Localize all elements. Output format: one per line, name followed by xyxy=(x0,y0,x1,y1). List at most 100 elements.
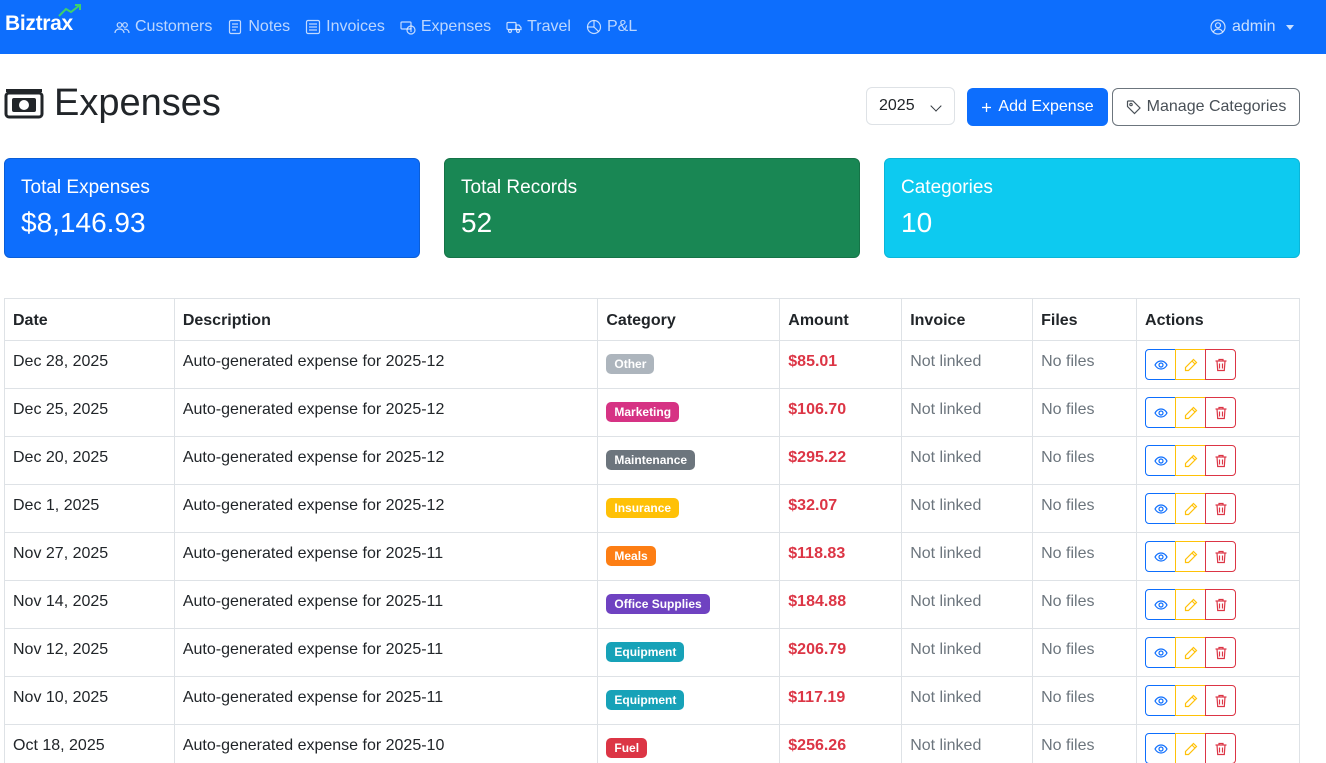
view-button[interactable] xyxy=(1145,349,1177,380)
edit-button[interactable] xyxy=(1175,733,1207,763)
cell-invoice: Not linked xyxy=(901,436,1034,485)
table-row: Nov 14, 2025 Auto-generated expense for … xyxy=(4,580,1300,629)
nav-pl[interactable]: P&L xyxy=(586,18,637,36)
total-expenses-label: Total Expenses xyxy=(21,177,150,198)
add-expense-button[interactable]: Add Expense xyxy=(967,88,1108,126)
edit-button[interactable] xyxy=(1175,685,1207,716)
cell-date: Nov 10, 2025 xyxy=(4,676,175,725)
delete-button[interactable] xyxy=(1205,493,1237,524)
nav-invoices[interactable]: Invoices xyxy=(305,18,385,36)
manage-categories-button[interactable]: Manage Categories xyxy=(1112,88,1300,126)
cell-invoice: Not linked xyxy=(901,628,1034,677)
eye-icon xyxy=(1153,503,1168,514)
cell-files: No files xyxy=(1032,580,1138,629)
nav-travel[interactable]: Travel xyxy=(506,18,571,36)
column-header-files[interactable]: Files xyxy=(1032,298,1138,341)
delete-button[interactable] xyxy=(1205,733,1237,763)
edit-button[interactable] xyxy=(1175,349,1207,380)
notes-icon xyxy=(229,19,242,35)
view-button[interactable] xyxy=(1145,397,1177,428)
edit-button[interactable] xyxy=(1175,541,1207,572)
edit-button[interactable] xyxy=(1175,445,1207,476)
nav-expenses[interactable]: Expenses xyxy=(400,18,491,36)
column-header-amount[interactable]: Amount xyxy=(779,298,903,341)
cell-actions xyxy=(1136,532,1300,581)
cell-actions xyxy=(1136,724,1300,763)
year-select-value: 2025 xyxy=(879,97,915,114)
cell-amount: $184.88 xyxy=(779,580,903,629)
page-title: Expenses xyxy=(4,82,221,125)
cell-date: Nov 14, 2025 xyxy=(4,580,175,629)
table-header-row: Date Description Category Amount Invoice… xyxy=(4,298,1300,341)
nav-menu: Customers Notes Invoices Expenses Travel… xyxy=(114,0,637,54)
year-select[interactable]: 2025 xyxy=(866,87,955,125)
cell-description: Auto-generated expense for 2025-12 xyxy=(173,388,599,437)
expenses-table: Date Description Category Amount Invoice… xyxy=(4,298,1300,763)
cell-date: Dec 1, 2025 xyxy=(4,484,175,533)
pencil-icon xyxy=(1184,406,1197,419)
row-actions xyxy=(1145,733,1291,763)
eye-icon xyxy=(1153,647,1168,658)
cell-date: Dec 25, 2025 xyxy=(4,388,175,437)
pencil-icon xyxy=(1184,646,1197,659)
eye-icon xyxy=(1153,455,1168,466)
view-button[interactable] xyxy=(1145,637,1177,668)
column-header-category[interactable]: Category xyxy=(597,298,781,341)
truck-icon xyxy=(506,21,522,34)
column-header-invoice[interactable]: Invoice xyxy=(901,298,1034,341)
table-row: Dec 20, 2025 Auto-generated expense for … xyxy=(4,436,1300,485)
cell-files: No files xyxy=(1032,724,1138,763)
row-actions xyxy=(1145,349,1291,380)
table-body: Dec 28, 2025 Auto-generated expense for … xyxy=(4,340,1300,763)
cell-description: Auto-generated expense for 2025-10 xyxy=(173,724,599,763)
cell-files: No files xyxy=(1032,484,1138,533)
cell-date: Dec 20, 2025 xyxy=(4,436,175,485)
user-menu-dropdown[interactable]: admin xyxy=(1210,0,1294,54)
cell-category: Maintenance xyxy=(597,436,781,485)
expenses-table-container: Date Description Category Amount Invoice… xyxy=(4,298,1300,763)
eye-icon xyxy=(1153,359,1168,370)
delete-button[interactable] xyxy=(1205,349,1237,380)
view-button[interactable] xyxy=(1145,589,1177,620)
view-button[interactable] xyxy=(1145,685,1177,716)
view-button[interactable] xyxy=(1145,733,1177,763)
view-button[interactable] xyxy=(1145,493,1177,524)
cell-invoice: Not linked xyxy=(901,724,1034,763)
delete-button[interactable] xyxy=(1205,397,1237,428)
total-records-card: Total Records 52 xyxy=(444,158,860,258)
eye-icon xyxy=(1153,599,1168,610)
cell-date: Nov 27, 2025 xyxy=(4,532,175,581)
edit-button[interactable] xyxy=(1175,589,1207,620)
cell-invoice: Not linked xyxy=(901,532,1034,581)
category-badge: Equipment xyxy=(606,690,685,710)
category-badge: Meals xyxy=(606,546,656,566)
brand-logo[interactable]: Biztrax xyxy=(5,12,73,35)
delete-button[interactable] xyxy=(1205,541,1237,572)
view-button[interactable] xyxy=(1145,541,1177,572)
column-header-description[interactable]: Description xyxy=(173,298,599,341)
trash-icon xyxy=(1215,502,1227,515)
delete-button[interactable] xyxy=(1205,685,1237,716)
delete-button[interactable] xyxy=(1205,637,1237,668)
view-button[interactable] xyxy=(1145,445,1177,476)
delete-button[interactable] xyxy=(1205,589,1237,620)
category-badge: Maintenance xyxy=(606,450,696,470)
cell-files: No files xyxy=(1032,388,1138,437)
edit-button[interactable] xyxy=(1175,397,1207,428)
cell-amount: $106.70 xyxy=(779,388,903,437)
trash-icon xyxy=(1215,358,1227,371)
column-header-date[interactable]: Date xyxy=(4,298,175,341)
total-records-value: 52 xyxy=(461,207,493,238)
nav-customers[interactable]: Customers xyxy=(114,18,212,36)
edit-button[interactable] xyxy=(1175,637,1207,668)
cell-category: Fuel xyxy=(597,724,781,763)
chevron-down-icon xyxy=(1285,24,1294,30)
table-row: Nov 27, 2025 Auto-generated expense for … xyxy=(4,532,1300,581)
table-row: Dec 25, 2025 Auto-generated expense for … xyxy=(4,388,1300,437)
cell-actions xyxy=(1136,388,1300,437)
manage-categories-label: Manage Categories xyxy=(1146,98,1287,115)
trend-arrow-icon xyxy=(58,4,81,17)
delete-button[interactable] xyxy=(1205,445,1237,476)
nav-notes[interactable]: Notes xyxy=(227,18,290,36)
edit-button[interactable] xyxy=(1175,493,1207,524)
